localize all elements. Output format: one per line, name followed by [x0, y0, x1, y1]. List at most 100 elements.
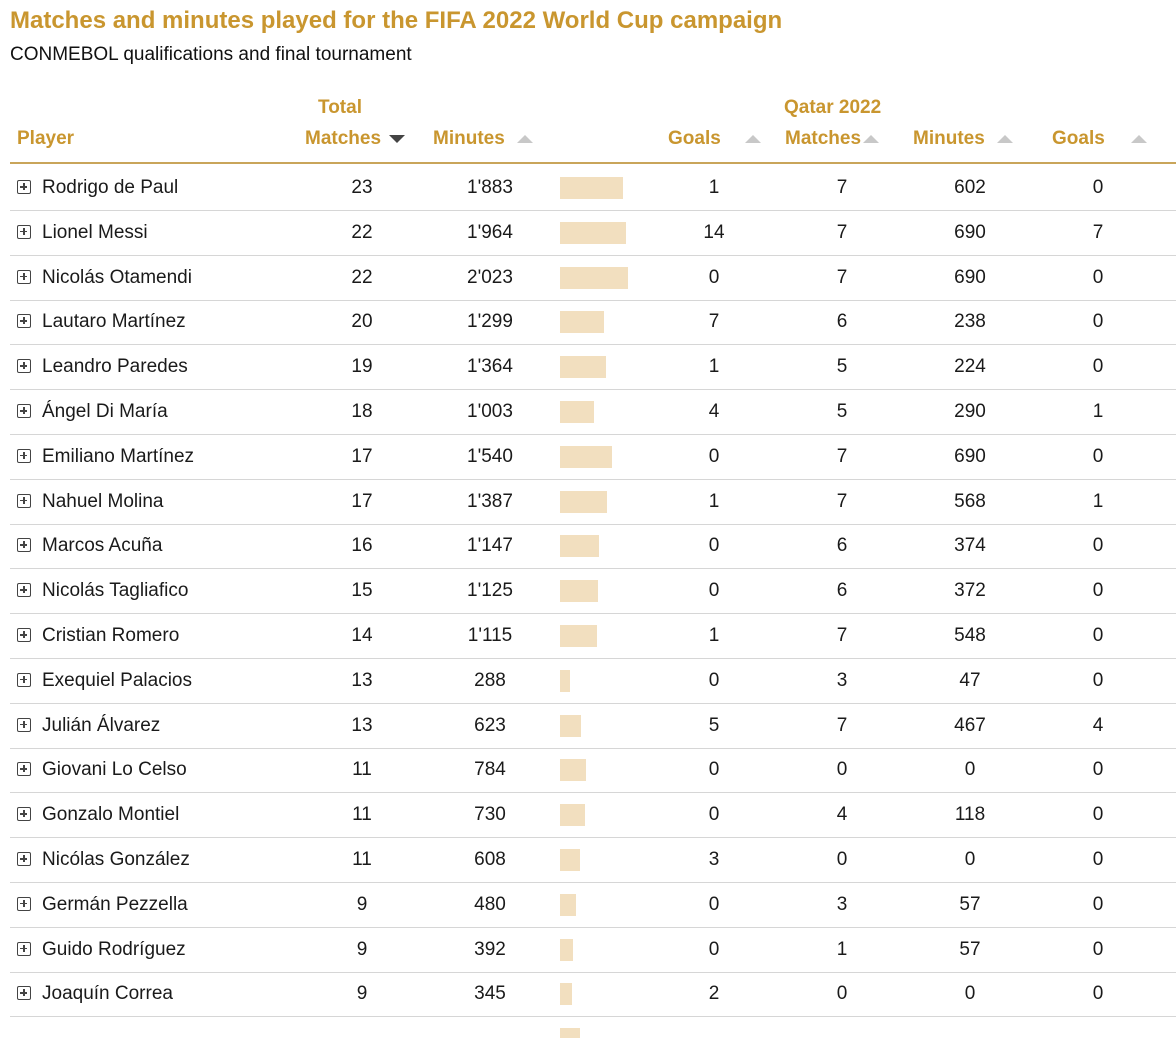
cell-q-minutes: 0: [964, 759, 976, 781]
cell-matches: 11: [352, 849, 372, 870]
plus-square-icon[interactable]: [17, 493, 31, 508]
header-total-goals[interactable]: Goals: [668, 128, 761, 150]
minutes-bar: [560, 804, 585, 827]
plus-square-icon[interactable]: [17, 224, 31, 239]
header-total-matches[interactable]: Matches: [305, 128, 406, 150]
player-name: Emiliano Martínez: [42, 445, 195, 467]
minutes-bar: [560, 535, 599, 558]
table-row[interactable]: Joaquín Correa 9 345 2 0 0 0: [10, 971, 1176, 1018]
cell-goals: 1: [708, 490, 720, 512]
cell-minutes: 1'964: [467, 221, 513, 243]
sort-up-icon[interactable]: [744, 134, 761, 143]
cell-q-goals: 0: [1092, 311, 1104, 333]
cell-q-minutes: 548: [954, 625, 986, 646]
sort-up-icon[interactable]: [1130, 134, 1147, 143]
table-row[interactable]: Marcos Acuña 16 1'147 0 6 374 0: [10, 523, 1176, 570]
table-row[interactable]: Ángel Di María 18 1'003 4 5 290 1: [10, 389, 1176, 435]
cell-minutes: 1'003: [467, 401, 513, 422]
table-row[interactable]: Cristian Romero 14 1'115 1 7 548 0: [10, 613, 1176, 659]
player-name: Nahuel Molina: [42, 490, 164, 512]
cell-goals: 7: [708, 311, 720, 333]
plus-square-icon[interactable]: [17, 404, 31, 418]
minutes-bar: [560, 356, 606, 379]
cell-goals: 4: [708, 401, 720, 422]
header-total-goals-label: Goals: [668, 128, 721, 149]
plus-square-icon[interactable]: [17, 314, 31, 329]
sort-down-icon[interactable]: [389, 134, 406, 143]
cell-q-matches: 7: [836, 266, 848, 288]
header-total-minutes[interactable]: Minutes: [433, 128, 533, 150]
plus-square-icon[interactable]: [17, 807, 31, 822]
cell-minutes: 1'364: [467, 356, 513, 378]
cell-q-matches: 7: [836, 445, 848, 467]
chart-subtitle: CONMEBOL qualifications and final tourna…: [10, 44, 412, 65]
table-row[interactable]: Rodrigo de Paul 23 1'883 1 7 602 0: [10, 165, 1176, 211]
plus-square-icon[interactable]: [17, 628, 31, 642]
table-row[interactable]: Gonzalo Montiel 11 730 0 4 118 0: [10, 792, 1176, 839]
table-row[interactable]: Leandro Paredes 19 1'364 1 5 224 0: [10, 344, 1176, 391]
cell-minutes: 730: [474, 804, 506, 826]
minutes-bar: [560, 221, 627, 244]
cell-q-matches: 4: [836, 804, 848, 826]
plus-square-icon[interactable]: [17, 180, 31, 194]
plus-square-icon[interactable]: [17, 583, 31, 598]
sort-up-icon[interactable]: [996, 134, 1013, 143]
table-row[interactable]: Exequiel Palacios 13 288 0 3 47 0: [10, 658, 1176, 704]
cell-goals: 3: [708, 849, 720, 870]
player-name: Cristian Romero: [42, 625, 180, 646]
plus-square-icon[interactable]: [17, 852, 31, 866]
player-name: Nicólas González: [42, 849, 190, 870]
cell-q-goals: 0: [1092, 356, 1104, 378]
table-row[interactable]: Lautaro Martínez 20 1'299 7 6 238 0: [10, 299, 1176, 346]
cell-q-goals: 0: [1092, 535, 1104, 557]
plus-square-icon[interactable]: [17, 672, 31, 687]
plus-square-icon[interactable]: [17, 896, 31, 911]
table-row[interactable]: Giovani Lo Celso 11 784 0 0 0 0: [10, 747, 1176, 794]
table-row[interactable]: Lionel Messi 22 1'964 14 7 690 7: [10, 210, 1176, 256]
cell-q-matches: 7: [836, 714, 848, 736]
cell-goals: 1: [708, 625, 720, 646]
minutes-bar: [560, 983, 572, 1006]
player-name: Joaquín Correa: [42, 983, 173, 1005]
plus-square-icon[interactable]: [17, 269, 31, 284]
cell-q-goals: 0: [1092, 177, 1104, 198]
cell-q-minutes: 0: [964, 849, 976, 870]
cell-q-matches: 5: [836, 356, 848, 378]
plus-square-icon[interactable]: [17, 762, 31, 777]
header-total-minutes-label: Minutes: [433, 128, 505, 149]
sort-up-icon[interactable]: [863, 134, 880, 143]
cell-matches: 15: [351, 580, 373, 602]
header-qatar-minutes[interactable]: Minutes: [913, 128, 1013, 150]
header-qatar-goals[interactable]: Goals: [1052, 128, 1147, 150]
plus-square-icon[interactable]: [17, 359, 31, 374]
header-qatar-group: Qatar 2022: [784, 97, 882, 118]
cell-matches: 11: [352, 759, 372, 781]
table-row[interactable]: Nicolás Tagliafico 15 1'125 0 6 372 0: [10, 568, 1176, 615]
table-row[interactable]: Nicolás Otamendi 22 2'023 0 7 690 0: [10, 255, 1176, 301]
plus-square-icon[interactable]: [17, 538, 31, 553]
player-name: Guido Rodríguez: [42, 938, 186, 960]
cell-matches: 9: [356, 893, 368, 915]
plus-square-icon[interactable]: [17, 986, 31, 1001]
table-row[interactable]: Julián Álvarez 13 623 5 7 467 4: [10, 703, 1176, 749]
table-row[interactable]: Guido Rodríguez 9 392 0 1 57 0: [10, 927, 1176, 973]
plus-square-icon[interactable]: [17, 941, 31, 956]
cell-minutes: 1'115: [467, 625, 513, 646]
plus-square-icon[interactable]: [17, 448, 31, 463]
cell-q-minutes: 118: [954, 804, 986, 826]
cell-q-minutes: 690: [954, 221, 986, 243]
table-row[interactable]: Nicólas González 11 608 3 0 0 0: [10, 837, 1176, 883]
header-qatar-matches[interactable]: Matches: [785, 128, 880, 150]
table-row[interactable]: Emiliano Martínez 17 1'540 0 7 690 0: [10, 434, 1176, 480]
sort-up-icon[interactable]: [516, 134, 533, 143]
table-row[interactable]: Germán Pezzella 9 480 0 3 57 0: [10, 882, 1176, 928]
cell-matches: 16: [351, 535, 373, 557]
minutes-bar: [560, 759, 587, 782]
table-row[interactable]: Nahuel Molina 17 1'387 1 7 568 1: [10, 479, 1176, 525]
plus-square-icon[interactable]: [17, 717, 31, 732]
player-name: Nicolás Otamendi: [42, 266, 192, 288]
cell-matches: 13: [351, 669, 373, 691]
header-player[interactable]: Player: [17, 128, 75, 149]
player-name: Julián Álvarez: [42, 714, 161, 736]
cell-q-goals: 0: [1092, 445, 1104, 467]
